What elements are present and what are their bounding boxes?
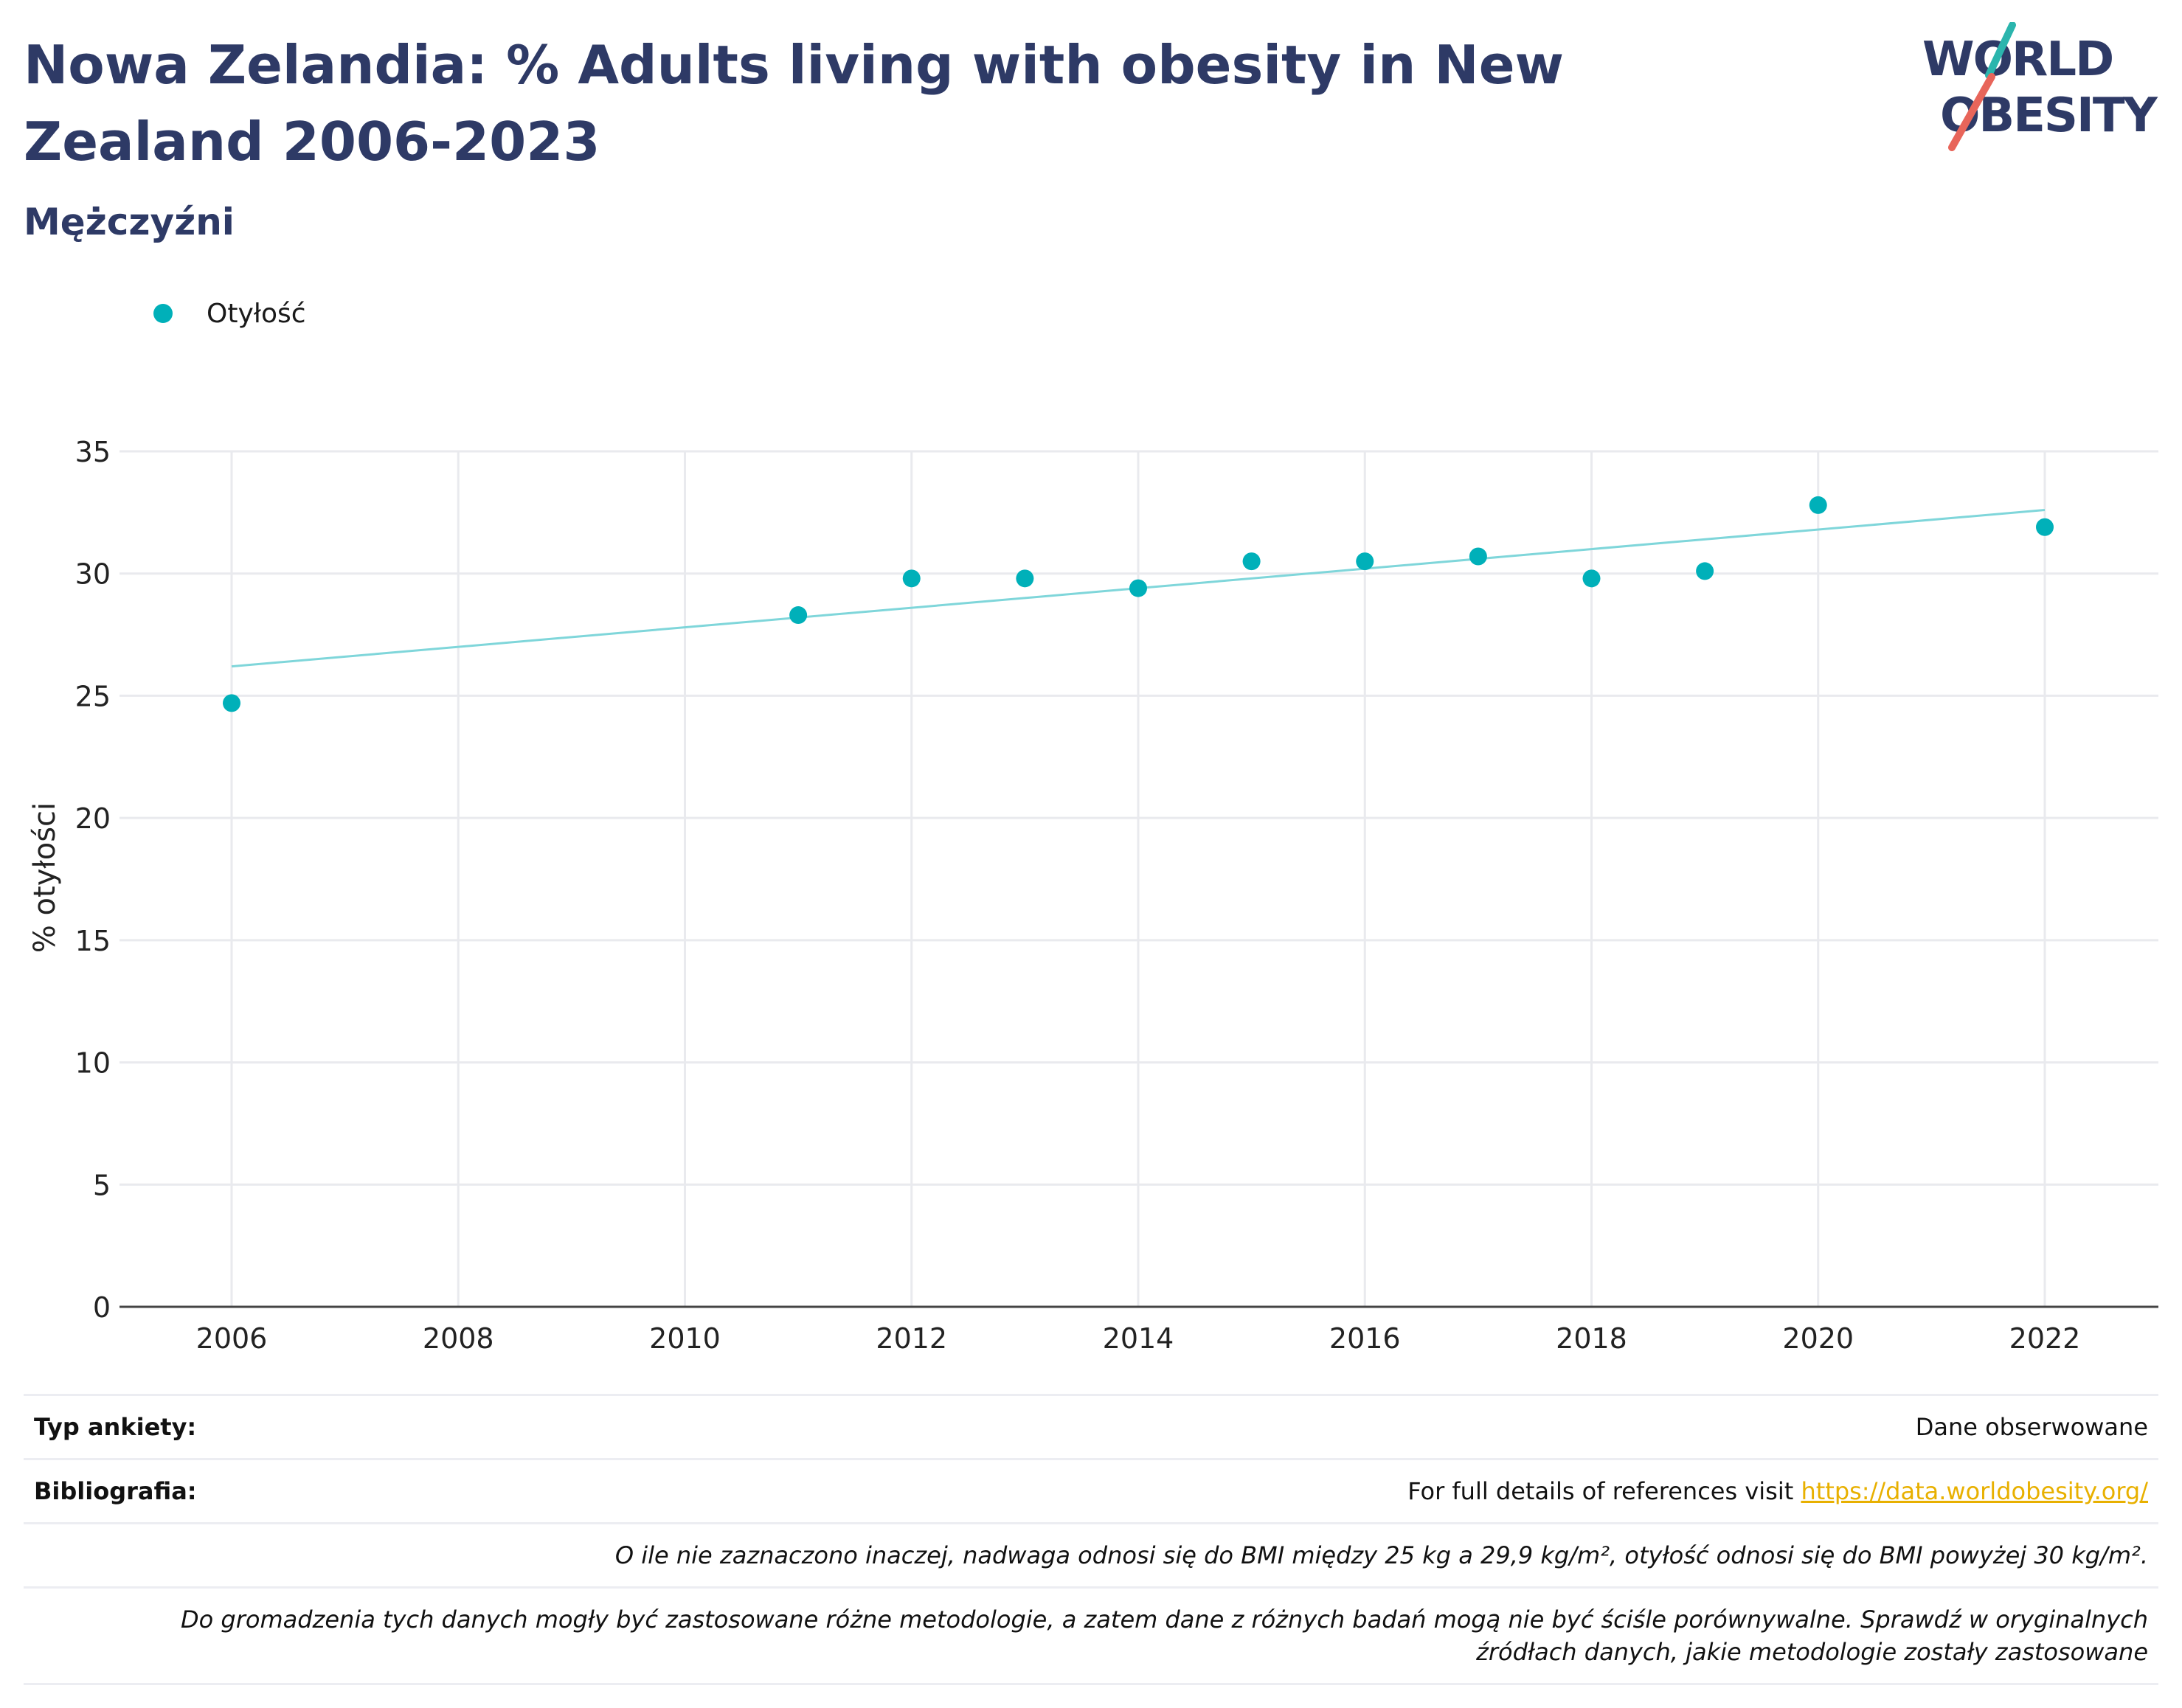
x-tick-label: 2014 <box>1103 1322 1174 1355</box>
data-point <box>789 606 808 625</box>
y-tick-label: 0 <box>93 1291 111 1324</box>
logo-teal-stroke <box>1985 22 2016 79</box>
data-point <box>1016 569 1034 588</box>
axes: 0 5 10 15 20 25 30 35 2006 2008 2010 2012 2014 2016 20… <box>75 436 2158 1355</box>
y-tick-label: 10 <box>75 1047 111 1080</box>
data-point <box>1696 562 1714 580</box>
legend-label: Otyłość <box>207 298 306 329</box>
x-tick-label: 2018 <box>1556 1322 1627 1355</box>
bmi-definition-note: O ile nie zaznaczono inaczej, nadwaga od… <box>614 1541 2148 1569</box>
data-points <box>223 496 2054 712</box>
methodology-note: Do gromadzenia tych danych mogły być zas… <box>181 1605 2148 1666</box>
data-point <box>1582 569 1601 588</box>
grid <box>120 450 2158 1307</box>
legend-marker <box>153 304 173 323</box>
data-point <box>1356 552 1374 571</box>
chart-title: Nowa Zelandia: % Adults living with obes… <box>24 34 1565 173</box>
x-tick-label: 2008 <box>423 1322 494 1355</box>
x-tick-label: 2006 <box>196 1322 268 1355</box>
logo-text-world: WORLD <box>1922 32 2113 87</box>
data-point <box>902 569 921 588</box>
data-point <box>1129 579 1147 597</box>
footer-row-note-methodology: Do gromadzenia tych danych mogły być zas… <box>24 1586 2158 1685</box>
data-point <box>223 694 240 712</box>
footer-row-survey: Typ ankiety: Dane obserwowane <box>24 1394 2158 1458</box>
survey-type-label: Typ ankiety: <box>34 1413 197 1441</box>
data-point <box>1809 496 1827 514</box>
footer-table: Typ ankiety: Dane obserwowane Bibliograf… <box>24 1394 2158 1685</box>
y-tick-label: 25 <box>75 680 111 712</box>
y-axis-label: % otyłości <box>28 802 62 953</box>
x-tick-label: 2012 <box>876 1322 947 1355</box>
y-tick-label: 15 <box>75 925 111 957</box>
y-tick-label: 30 <box>75 558 111 591</box>
data-point <box>1469 547 1487 566</box>
x-tick-label: 2020 <box>1782 1322 1854 1355</box>
references-link[interactable]: https://data.worldobesity.org/ <box>1801 1477 2148 1505</box>
x-tick-label: 2022 <box>2009 1322 2081 1355</box>
x-tick-label: 2010 <box>649 1322 721 1355</box>
legend[interactable]: Otyłość <box>153 295 306 332</box>
logo-coral-stroke <box>1948 73 1995 151</box>
survey-type-value: Dane obserwowane <box>1915 1413 2148 1441</box>
data-point <box>2036 518 2054 536</box>
chart-subtitle: Mężczyźni <box>24 201 235 243</box>
y-tick-label: 35 <box>75 436 111 468</box>
footer-row-bibliography: Bibliografia: For full details of refere… <box>24 1458 2158 1522</box>
scatter-chart: 0 5 10 15 20 25 30 35 2006 2008 2010 2012 2014 2016 20… <box>28 436 2158 1355</box>
world-obesity-logo: WORLD OBESITY <box>1922 22 2159 151</box>
y-tick-label: 20 <box>75 802 111 835</box>
footer-row-note-bmi: O ile nie zaznaczono inaczej, nadwaga od… <box>24 1522 2158 1586</box>
bibliography-text: For full details of references visit <box>1407 1477 1801 1505</box>
bibliography-value: For full details of references visit htt… <box>1407 1477 2148 1505</box>
data-point <box>1242 552 1261 571</box>
x-tick-label: 2016 <box>1329 1322 1401 1355</box>
bibliography-label: Bibliografia: <box>34 1477 197 1505</box>
y-tick-label: 5 <box>93 1169 111 1201</box>
